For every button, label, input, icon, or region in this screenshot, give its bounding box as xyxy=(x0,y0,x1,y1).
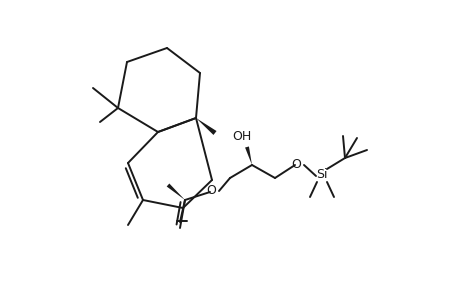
Text: Si: Si xyxy=(316,169,327,182)
Text: O: O xyxy=(291,158,300,170)
Polygon shape xyxy=(166,184,185,200)
Text: OH: OH xyxy=(232,130,251,143)
Polygon shape xyxy=(196,118,216,135)
Text: O: O xyxy=(206,184,215,197)
Polygon shape xyxy=(245,146,252,165)
